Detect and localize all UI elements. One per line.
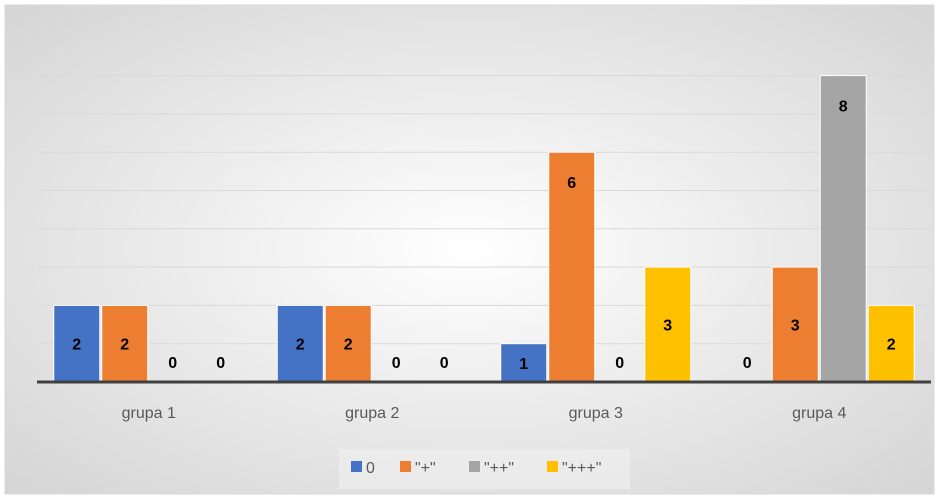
data-label: 0 xyxy=(168,355,177,372)
data-label: 0 xyxy=(216,355,225,372)
chart-background xyxy=(4,4,935,495)
category-labels: grupa 1 grupa 2 grupa 3 grupa 4 xyxy=(122,405,847,422)
category-label: grupa 3 xyxy=(569,405,623,422)
data-label: 2 xyxy=(344,337,353,354)
legend-background xyxy=(339,449,630,489)
bar xyxy=(101,304,149,383)
bar xyxy=(819,75,867,383)
bar xyxy=(500,343,548,383)
data-label: 0 xyxy=(615,355,624,372)
data-label: 2 xyxy=(72,337,81,354)
data-label: 3 xyxy=(663,318,672,335)
data-label: 3 xyxy=(791,318,800,335)
legend-label: 0 xyxy=(366,460,375,477)
data-label: 0 xyxy=(440,355,449,372)
data-label: 0 xyxy=(743,355,752,372)
legend-label: "+++" xyxy=(562,460,601,477)
data-label: 0 xyxy=(392,355,401,372)
data-label: 6 xyxy=(567,175,576,192)
legend-swatch xyxy=(469,461,480,472)
data-label: 8 xyxy=(839,99,848,116)
data-label: 2 xyxy=(120,337,129,354)
data-label: 2 xyxy=(296,337,305,354)
legend-swatch xyxy=(547,461,558,472)
category-label: grupa 1 xyxy=(122,405,176,422)
bar xyxy=(548,151,596,383)
data-labels: 2 2 0 0 2 2 0 0 1 6 0 3 0 3 8 2 xyxy=(72,99,896,373)
data-label: 1 xyxy=(519,356,528,373)
legend-label: "++" xyxy=(484,460,514,477)
legend-swatch xyxy=(351,461,362,472)
bar xyxy=(324,304,372,383)
legend-swatch xyxy=(400,461,411,472)
bar xyxy=(276,304,324,383)
bars xyxy=(53,75,915,383)
bar xyxy=(867,304,915,383)
bar xyxy=(644,266,692,383)
category-label: grupa 4 xyxy=(792,405,846,422)
category-label: grupa 2 xyxy=(345,405,399,422)
legend-label: "+" xyxy=(415,460,436,477)
data-label: 2 xyxy=(887,337,896,354)
legend: 0 "+" "++" "+++" xyxy=(339,449,630,489)
